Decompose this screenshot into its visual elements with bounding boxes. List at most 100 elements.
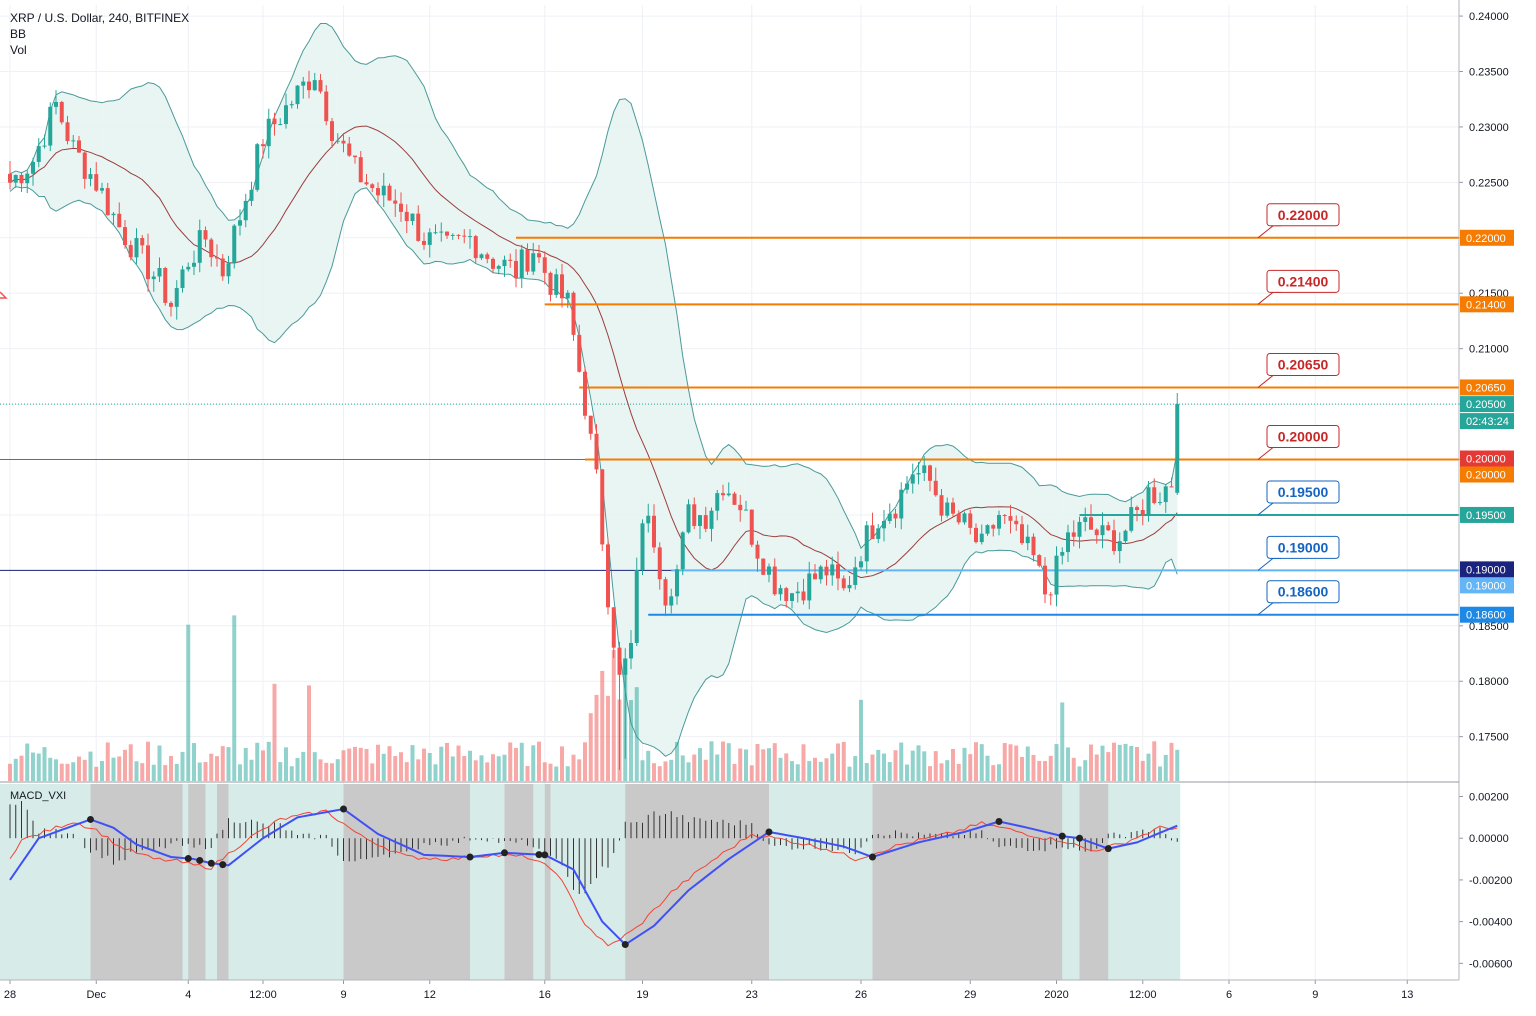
candle-body [450, 234, 455, 236]
volume-bar [1100, 745, 1105, 781]
level-badge: 0.19500 [1466, 510, 1506, 522]
candle-body [813, 573, 817, 580]
macd-pane-label[interactable]: MACD_VXI [10, 790, 67, 802]
candle-body [749, 509, 754, 545]
time-tick-label: 9 [340, 989, 346, 1001]
candle-body [893, 513, 898, 519]
volume-bar [347, 748, 352, 781]
time-tick-label: 4 [185, 989, 191, 1001]
candle-body [1014, 520, 1019, 525]
candle-body [744, 509, 748, 511]
volume-bar [600, 670, 605, 781]
volume-bar [669, 759, 674, 781]
candle-body [1094, 529, 1099, 536]
volume-bar [387, 746, 392, 781]
volume-bar [433, 764, 438, 781]
candle-body [140, 238, 145, 246]
candle-body [1100, 525, 1105, 536]
candle-body [111, 213, 116, 216]
volume-bar [956, 763, 961, 781]
macd-cross-dot [466, 853, 474, 861]
bb-indicator-label[interactable]: BB [10, 27, 27, 41]
callout-box [1266, 535, 1340, 559]
candle-body [853, 567, 858, 585]
volume-bar [1037, 760, 1042, 781]
candle-body [13, 174, 18, 183]
candle-body [105, 188, 110, 216]
candle-body [65, 122, 70, 142]
candle-body [542, 257, 547, 273]
volume-bar [381, 753, 386, 781]
volume-bar [588, 713, 593, 781]
candle-body [1158, 502, 1162, 504]
level-badge-bg [1460, 506, 1514, 523]
volume-bar [410, 745, 415, 781]
candle-body [761, 558, 766, 575]
candle-body [422, 240, 426, 245]
candle-body [807, 573, 812, 601]
candle-body [652, 515, 656, 548]
volume-bar [1066, 747, 1070, 781]
candle-body [192, 262, 196, 267]
macd-cross-dot [219, 861, 227, 869]
candle-body [945, 502, 950, 516]
time-tick-label: 29 [964, 989, 976, 1001]
volume-bar [1071, 757, 1076, 781]
candle-body [887, 513, 892, 521]
price-tick-label: 0.17500 [1469, 732, 1509, 744]
candle-body [335, 140, 340, 142]
volume-bar [71, 762, 76, 781]
macd-tick-label: 0.00000 [1469, 833, 1509, 845]
volume-bar [1140, 760, 1145, 781]
volume-bar [646, 750, 651, 781]
volume-bar [818, 761, 823, 781]
volume-bar [353, 746, 357, 781]
candle-body [991, 525, 996, 529]
volume-bar [54, 759, 58, 781]
volume-bar [1077, 766, 1082, 781]
volume-bar [502, 754, 507, 781]
volume-bar [174, 763, 179, 781]
macd-cross-dot [995, 818, 1003, 826]
time-tick-label: 13 [1401, 989, 1413, 1001]
candle-body [692, 504, 697, 526]
volume-bar [261, 750, 265, 781]
volume-bar [859, 699, 863, 781]
macd-bg-negative [217, 784, 229, 980]
level-badge: 0.18600 [1466, 610, 1506, 622]
candle-body [818, 566, 823, 580]
time-tick-label: 12:00 [249, 989, 277, 1001]
volume-bar [266, 741, 271, 781]
volume-bar [560, 746, 564, 781]
candle-body [151, 276, 156, 280]
volume-bar [577, 759, 582, 781]
macd-cross-dot [1104, 845, 1112, 853]
volume-bar [272, 683, 277, 781]
macd-cross-dot [621, 941, 629, 949]
candle-body [801, 591, 806, 601]
symbol-title[interactable]: XRP / U.S. Dollar, 240, BITFINEX [10, 11, 190, 25]
volume-bar [870, 754, 875, 781]
level-callouts: 0.22000 0.21400 0.20650 0.20000 0.19500 0.190… [1257, 203, 1340, 616]
candle-body [910, 474, 915, 484]
volume-bar [1146, 753, 1151, 781]
candle-body [698, 515, 702, 526]
candle-body [646, 515, 651, 524]
volume-bar [1106, 752, 1111, 781]
candle-body [174, 287, 179, 307]
candle-body [1163, 486, 1168, 503]
candle-body [1002, 515, 1007, 517]
volume-bar [364, 748, 369, 781]
candle-body [1117, 541, 1122, 552]
candle-body [307, 81, 311, 91]
bb-fill [10, 23, 1178, 757]
level-badge-bg [1460, 379, 1514, 396]
volume-bar [462, 755, 467, 781]
vol-indicator-label[interactable]: Vol [10, 43, 27, 57]
volume-bar [1129, 746, 1134, 781]
volume-bar [537, 741, 541, 781]
macd-tick-label: -0.00200 [1469, 875, 1512, 887]
volume-bar [583, 742, 587, 781]
volume-bar [13, 758, 18, 781]
